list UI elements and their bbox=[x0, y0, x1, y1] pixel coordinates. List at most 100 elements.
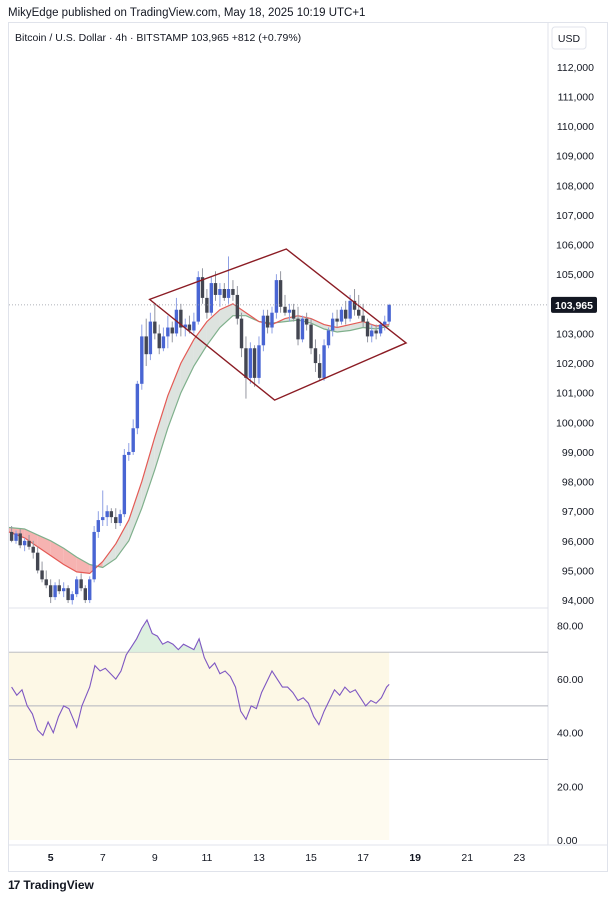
candle-body bbox=[317, 363, 322, 378]
candle-body bbox=[335, 318, 339, 322]
candle bbox=[31, 540, 35, 559]
candle-body bbox=[222, 289, 227, 298]
candle-body bbox=[313, 348, 318, 364]
candle-body bbox=[109, 511, 114, 518]
candle-body bbox=[205, 297, 209, 313]
candle-body bbox=[387, 304, 391, 322]
candle-body bbox=[135, 383, 140, 429]
candle-body bbox=[53, 585, 57, 598]
candle bbox=[226, 256, 231, 304]
ma-ribbon-segment bbox=[102, 543, 116, 568]
last-price-label: 103,965 bbox=[555, 300, 593, 312]
candle-body bbox=[179, 309, 183, 328]
candle bbox=[174, 297, 179, 337]
candle-body bbox=[88, 579, 92, 601]
candle bbox=[235, 286, 240, 325]
candle-body bbox=[148, 321, 153, 355]
candle-body bbox=[274, 280, 279, 313]
candle bbox=[387, 303, 391, 325]
candle bbox=[118, 509, 122, 527]
candle-body bbox=[239, 318, 244, 349]
chart-legend: Bitcoin / U.S. Dollar · 4h · BITSTAMP 10… bbox=[15, 32, 301, 44]
candle-body bbox=[92, 531, 96, 580]
candle-body bbox=[322, 345, 326, 378]
candle bbox=[278, 271, 283, 313]
candle-body bbox=[244, 348, 248, 378]
diamond-pattern[interactable] bbox=[148, 248, 408, 401]
currency-button[interactable]: USD bbox=[551, 26, 587, 50]
candle bbox=[157, 324, 161, 355]
price-tick-label: 95,000 bbox=[562, 565, 594, 577]
candle bbox=[135, 380, 140, 435]
candle-body bbox=[131, 428, 135, 452]
ma-ribbon-segment bbox=[219, 303, 233, 328]
candle-body bbox=[70, 594, 74, 601]
last-price-badge bbox=[551, 296, 597, 313]
candle-body bbox=[278, 280, 283, 307]
candle-body bbox=[27, 540, 31, 547]
candle bbox=[213, 271, 218, 301]
ma-ribbon-segment bbox=[206, 309, 220, 346]
candle bbox=[300, 315, 305, 343]
candle bbox=[322, 339, 326, 381]
candle-body bbox=[127, 451, 131, 455]
candle bbox=[83, 585, 87, 604]
rsi-pane: 0.00 20.00 40.00 60.00 80.00 bbox=[9, 618, 583, 847]
candle-body bbox=[326, 330, 331, 346]
candle-body bbox=[61, 588, 66, 592]
candle bbox=[244, 336, 248, 399]
rsi-tick-label: 20.00 bbox=[557, 781, 583, 793]
time-tick-label: 17 bbox=[357, 852, 369, 864]
price-tick-label: 111,000 bbox=[558, 91, 595, 103]
candle-body bbox=[261, 315, 266, 346]
candle-body bbox=[265, 315, 270, 328]
tradingview-logo[interactable]: 17 TradingView bbox=[8, 878, 94, 892]
candle-body bbox=[75, 579, 79, 595]
rsi-lower-fill bbox=[9, 759, 390, 840]
candle-body bbox=[352, 300, 357, 310]
ma-ribbon-segment bbox=[193, 321, 207, 367]
candle bbox=[274, 274, 279, 319]
price-tick-label: 108,000 bbox=[556, 180, 594, 192]
candle-body bbox=[79, 579, 83, 589]
candle-body bbox=[348, 300, 352, 319]
price-tick-label: 106,000 bbox=[556, 240, 594, 252]
ma-ribbon-segment bbox=[76, 557, 90, 574]
candle bbox=[196, 271, 201, 325]
candle bbox=[339, 306, 344, 325]
candle bbox=[161, 327, 166, 352]
candle bbox=[35, 546, 40, 574]
candle bbox=[257, 336, 261, 384]
candle bbox=[231, 280, 235, 301]
candle bbox=[205, 289, 209, 319]
candle-body bbox=[161, 336, 166, 349]
candle-body bbox=[291, 309, 296, 319]
price-tick-label: 105,000 bbox=[556, 269, 594, 281]
candle-body bbox=[35, 552, 40, 571]
candle bbox=[61, 582, 66, 598]
candle-body bbox=[66, 588, 70, 601]
candle-body bbox=[170, 327, 174, 334]
ma-ribbon-segment bbox=[337, 324, 351, 332]
last-price-marker: 103,965 bbox=[9, 296, 597, 313]
candle bbox=[239, 312, 244, 358]
candle-body bbox=[192, 321, 196, 331]
candle bbox=[218, 283, 222, 307]
candle-body bbox=[166, 327, 170, 337]
candle-body bbox=[105, 511, 109, 518]
candle-body bbox=[101, 517, 105, 521]
candle-body bbox=[22, 540, 27, 546]
candle bbox=[383, 315, 387, 331]
candle-body bbox=[270, 312, 274, 328]
rsi-line bbox=[11, 618, 390, 737]
price-tick-label: 109,000 bbox=[556, 151, 594, 163]
candle-body bbox=[187, 324, 192, 331]
ma-ribbon-segment bbox=[115, 520, 129, 559]
candle bbox=[79, 573, 83, 592]
candle-body bbox=[196, 277, 201, 322]
price-tick-label: 100,000 bbox=[556, 417, 594, 429]
candle bbox=[27, 534, 31, 550]
candle bbox=[343, 300, 348, 325]
diamond-outline bbox=[148, 248, 408, 401]
